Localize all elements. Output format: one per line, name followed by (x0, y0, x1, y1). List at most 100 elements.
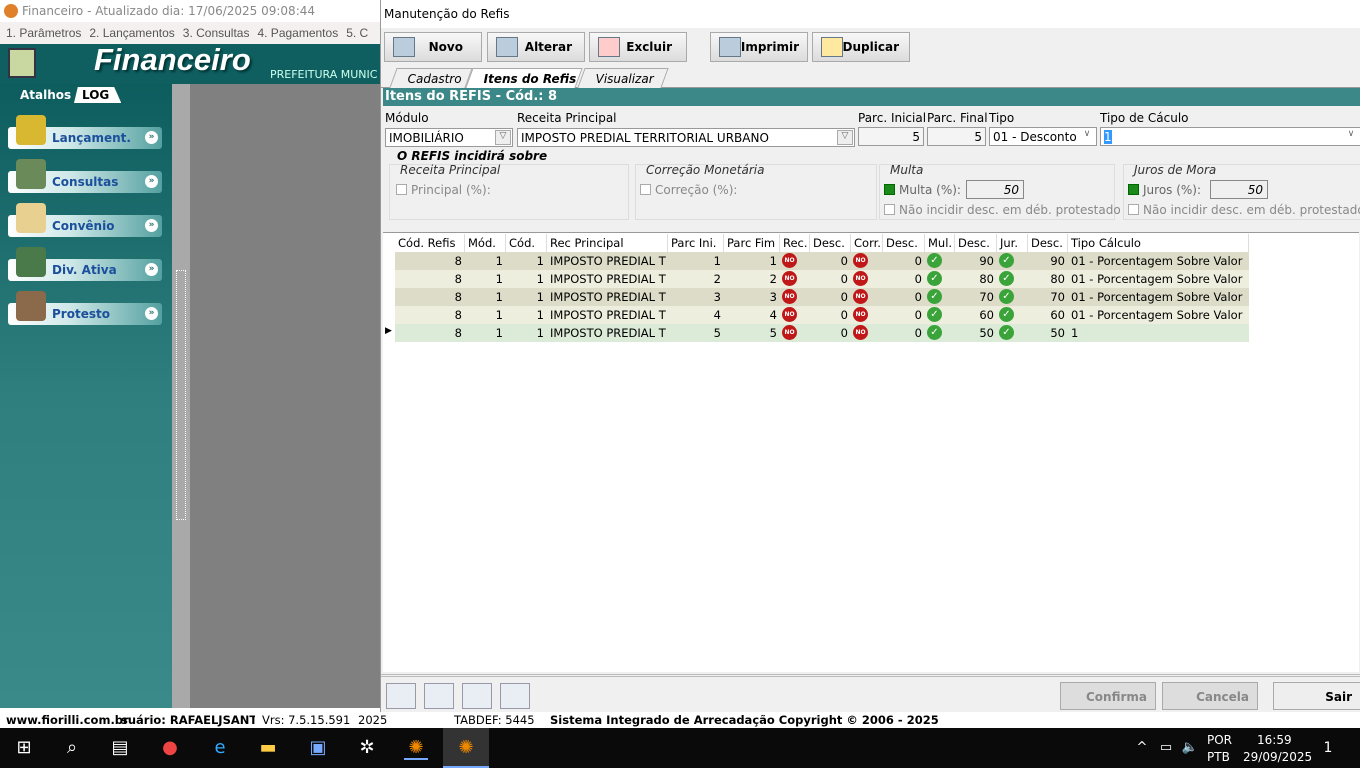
multa-protest-checkbox[interactable]: Não incidir desc. em déb. protestado (884, 203, 1121, 217)
excluir-button[interactable]: Excluir (589, 32, 687, 62)
column-header[interactable]: Mul. (925, 234, 955, 252)
network-app-icon[interactable]: ▣ (309, 737, 327, 758)
sidebar-item-protesto[interactable]: Protesto » (8, 291, 162, 325)
table-row[interactable]: 8 1 1 IMPOSTO PREDIAL T 5 5 NO 0 NO 0 ✓ 50 ✓ 50 1 ▶ (385, 324, 1249, 342)
sidebar-item-lancamentos[interactable]: Lançament. » (8, 115, 162, 149)
tab-atalhos[interactable]: Atalhos (20, 88, 72, 102)
last-record-icon[interactable] (500, 683, 530, 709)
correcao-checkbox[interactable]: Correção (%): (640, 183, 737, 197)
fiorilli-app-icon[interactable]: ✺ (404, 736, 428, 760)
column-header[interactable]: Parc Ini. (668, 234, 724, 252)
tab-cadastro[interactable]: Cadastro (389, 68, 473, 88)
file-explorer-icon[interactable]: ▬ (259, 737, 277, 758)
chevron-down-icon: » (145, 219, 158, 232)
table-row[interactable]: 8 1 1 IMPOSTO PREDIAL T 4 4 NO 0 NO 0 ✓ 60 ✓ 60 01 - P… (395, 306, 1249, 324)
ie-icon[interactable]: e (214, 737, 226, 758)
confirma-button[interactable]: Confirma (1060, 682, 1156, 710)
mdi-area (190, 84, 380, 708)
status-cell: ✓ (925, 288, 955, 306)
menu-lancamentos[interactable]: 2. Lançamentos (89, 26, 175, 40)
menu-more[interactable]: 5. C (346, 26, 369, 40)
menu-pagamentos[interactable]: 4. Pagamentos (257, 26, 339, 40)
menu-parametros[interactable]: 1. Parâmetros (6, 26, 82, 40)
settings-gear-icon[interactable]: ✲ (359, 737, 375, 758)
column-header[interactable]: Rec Principal (547, 234, 668, 252)
tab-visualizar[interactable]: Visualizar (577, 68, 669, 88)
receita-select[interactable]: IMPOSTO PREDIAL TERRITORIAL URBANO ▽ (517, 128, 855, 147)
fiorilli-active-app-icon[interactable]: ✺ (443, 728, 489, 768)
tab-log[interactable]: LOG (74, 87, 122, 103)
sidebar: Atalhos LOG Lançament. » Consultas » Convê… (0, 84, 172, 708)
cancela-button[interactable]: Cancela (1162, 682, 1258, 710)
sidebar-splitter[interactable] (172, 84, 190, 708)
status-cell: NO (851, 288, 883, 306)
chrome-icon[interactable]: ● (162, 737, 178, 758)
imprimir-button[interactable]: Imprimir (710, 32, 808, 62)
menu-consultas[interactable]: 3. Consultas (182, 26, 250, 40)
column-header[interactable]: Corr. (851, 234, 883, 252)
column-header[interactable]: Cód. Refis (395, 234, 465, 252)
first-record-icon[interactable] (386, 683, 416, 709)
keyboard-layout[interactable]: PTB (1207, 750, 1230, 764)
binoculars-icon (16, 159, 46, 189)
status-site[interactable]: www.fiorilli.com.br (6, 713, 129, 727)
task-view-icon[interactable]: ▤ (111, 737, 129, 758)
duplicar-button[interactable]: Duplicar (812, 32, 910, 62)
prev-record-icon[interactable] (424, 683, 454, 709)
network-icon[interactable]: ▭ (1159, 740, 1173, 755)
column-header[interactable]: Parc Fim (724, 234, 780, 252)
chevron-down-icon[interactable]: ∨ (1347, 129, 1355, 139)
volume-icon[interactable]: 🔈 (1181, 740, 1199, 755)
table-cell: 0 (914, 326, 922, 340)
tipo-select[interactable]: 01 - Desconto ∨ (989, 127, 1097, 146)
column-header[interactable]: Desc. (883, 234, 925, 252)
sidebar-item-consultas[interactable]: Consultas » (8, 159, 162, 193)
chevron-down-icon[interactable]: ▽ (495, 130, 511, 145)
juros-percent-input[interactable]: 50 (1210, 180, 1268, 199)
parc-ini-input[interactable]: 5 (858, 127, 924, 146)
modulo-select[interactable]: IMOBILIÁRIO ▽ (385, 128, 513, 147)
multa-checkbox[interactable]: Multa (%): (884, 183, 961, 197)
column-header[interactable]: Jur. (997, 234, 1028, 252)
novo-button[interactable]: Novo (384, 32, 482, 62)
principal-checkbox[interactable]: Principal (%): (396, 183, 491, 197)
splitter-grip[interactable] (176, 270, 186, 520)
calculator-icon[interactable] (8, 48, 36, 78)
search-icon[interactable]: ⌕ (66, 737, 78, 758)
table-cell: 0 (914, 272, 922, 286)
sidebar-item-div-ativa[interactable]: Div. Ativa » (8, 247, 162, 281)
notification-icon[interactable]: 1 (1316, 736, 1340, 760)
language-code[interactable]: POR (1207, 733, 1233, 747)
table-row[interactable]: 8 1 1 IMPOSTO PREDIAL T 2 2 NO 0 NO 0 ✓ 80 ✓ 80 01 - P… (395, 270, 1249, 288)
chevron-down-icon[interactable]: ∨ (1083, 129, 1091, 139)
column-header[interactable]: Mód. (465, 234, 506, 252)
next-record-icon[interactable] (462, 683, 492, 709)
chevron-up-icon[interactable]: ^ (1136, 740, 1148, 755)
stamp-icon (16, 291, 46, 321)
column-header[interactable]: Desc. (955, 234, 997, 252)
clock-date[interactable]: 29/09/2025 (1243, 750, 1313, 764)
windows-start-icon[interactable]: ⊞ (16, 737, 32, 758)
column-header[interactable]: Tipo Cálculo (1068, 234, 1249, 252)
juros-checkbox[interactable]: Juros (%): (1128, 183, 1201, 197)
tipo-calc-select[interactable]: 1 ∨ (1100, 127, 1360, 146)
column-header[interactable]: Rec. (780, 234, 810, 252)
column-header[interactable]: Cód. (506, 234, 547, 252)
chevron-down-icon[interactable]: ▽ (837, 130, 853, 145)
sair-button[interactable]: Sair (1273, 682, 1360, 710)
juros-protest-checkbox[interactable]: Não incidir desc. em déb. protestado (1128, 203, 1360, 217)
column-header[interactable]: Desc. (810, 234, 851, 252)
multa-percent-input[interactable]: 50 (966, 180, 1024, 199)
sidebar-item-convenio[interactable]: Convênio » (8, 203, 162, 237)
table-cell: 50 (1050, 326, 1065, 340)
table-cell: IMPOSTO PREDIAL T (550, 254, 666, 268)
alterar-button[interactable]: Alterar (487, 32, 585, 62)
table-row[interactable]: 8 1 1 IMPOSTO PREDIAL T 3 3 NO 0 NO 0 ✓ 70 ✓ 70 01 - P… (395, 288, 1249, 306)
column-header[interactable]: Desc. (1028, 234, 1068, 252)
tab-itens-do-refis[interactable]: Itens do Refis (465, 68, 583, 88)
table-row[interactable]: 8 1 1 IMPOSTO PREDIAL T 1 1 NO 0 NO 0 ✓ 90 ✓ 90 01 - P… (395, 252, 1249, 270)
parc-fim-input[interactable]: 5 (927, 127, 986, 146)
group-correcao: Correção Monetária Correção (%): (635, 163, 877, 220)
table-cell: 8 (454, 326, 462, 340)
clock-time[interactable]: 16:59 (1257, 733, 1292, 747)
